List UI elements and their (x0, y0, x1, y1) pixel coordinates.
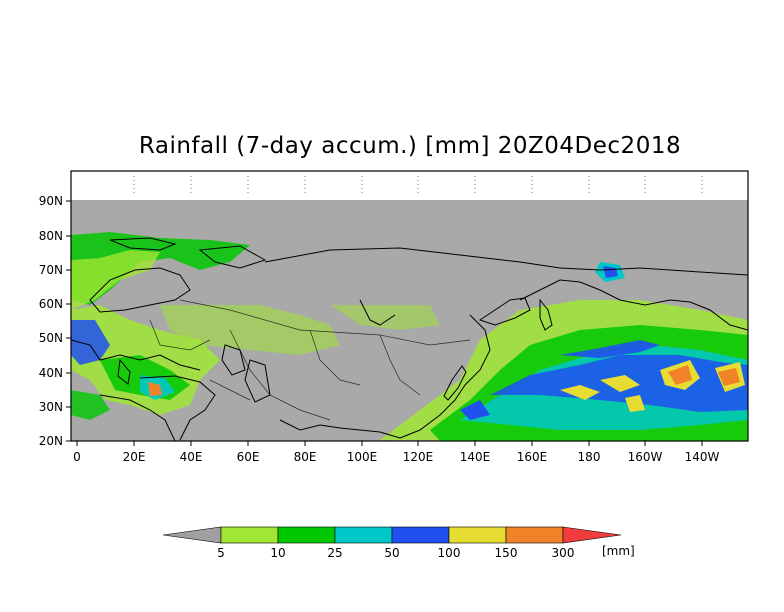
lat-label: 40N (39, 366, 63, 380)
legend-cell (505, 526, 564, 544)
legend-label: 300 (552, 546, 575, 560)
legend-unit: [mm] (602, 544, 635, 558)
legend-cell (277, 526, 336, 544)
lon-label: 140W (685, 450, 720, 464)
lon-label: 0 (73, 450, 81, 464)
coastlines (71, 237, 748, 441)
plot-frame (70, 170, 749, 442)
legend-label: 10 (270, 546, 285, 560)
legend-label: 100 (438, 546, 461, 560)
country-borders (149, 299, 471, 421)
lat-label: 50N (39, 331, 63, 345)
legend-label: 25 (327, 546, 342, 560)
legend-cell (562, 526, 622, 544)
lon-label: 140E (460, 450, 491, 464)
legend-label: 50 (384, 546, 399, 560)
legend-cell (391, 526, 450, 544)
lon-label: 160W (628, 450, 663, 464)
lon-label: 180 (578, 450, 601, 464)
map-title: Rainfall (7-day accum.) [mm] 20Z04Dec201… (138, 133, 682, 159)
legend-cell (220, 526, 279, 544)
lon-label: 60E (237, 450, 260, 464)
lat-label: 30N (39, 400, 63, 414)
lon-label: 40E (180, 450, 203, 464)
lon-label: 80E (294, 450, 317, 464)
legend-cell (162, 526, 222, 544)
lat-label: 90N (39, 194, 63, 208)
lon-label: 100E (347, 450, 378, 464)
lat-axis: 90N 80N 70N 60N 50N 40N 30N 20N (39, 194, 71, 448)
lon-label: 120E (403, 450, 434, 464)
lon-label: 160E (517, 450, 548, 464)
legend-label: 5 (217, 546, 225, 560)
grid-dots (133, 176, 703, 196)
legend-label: 150 (495, 546, 518, 560)
legend-cell (448, 526, 507, 544)
lat-label: 80N (39, 229, 63, 243)
color-legend: 5 10 25 50 100 150 300 [mm] (162, 526, 635, 560)
lon-label: 20E (123, 450, 146, 464)
lat-label: 70N (39, 263, 63, 277)
lat-label: 20N (39, 434, 63, 448)
lon-axis: 0 20E 40E 60E 80E 100E 120E 140E 160E 18… (73, 441, 720, 464)
lat-label: 60N (39, 297, 63, 311)
legend-cell (334, 526, 393, 544)
rainfall-field (71, 232, 748, 441)
